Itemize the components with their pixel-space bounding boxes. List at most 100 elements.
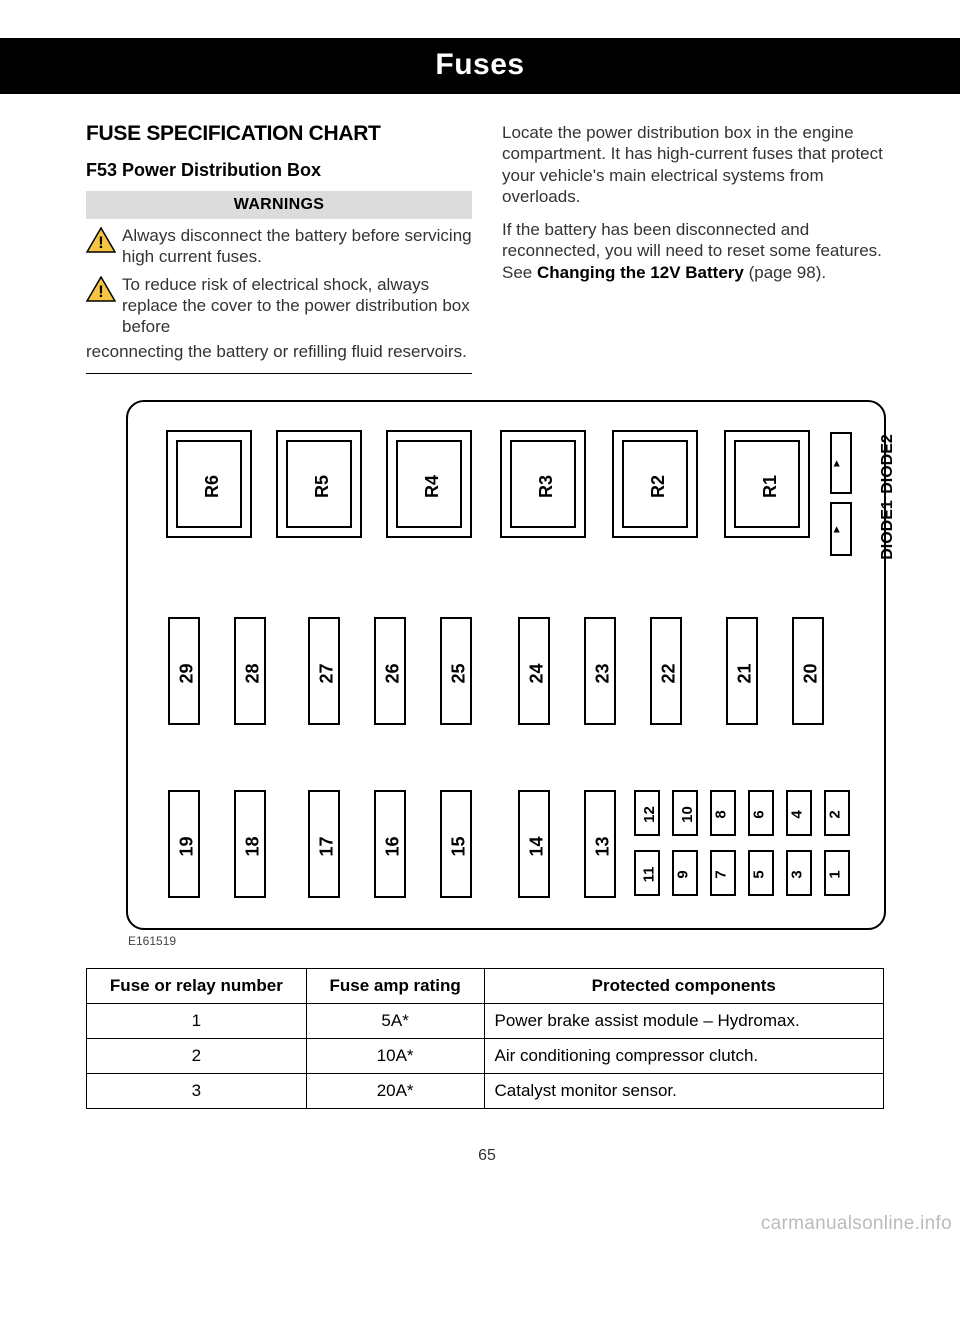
table-cell: Power brake assist module – Hydromax. xyxy=(484,1003,883,1038)
warning-item: ! To reduce risk of electrical shock, al… xyxy=(86,274,472,338)
fuse-label: 18 xyxy=(243,836,264,856)
content-area: FUSE SPECIFICATION CHART F53 Power Distr… xyxy=(0,94,960,1165)
mini-fuse-label: 9 xyxy=(675,870,692,878)
mini-fuse-label: 5 xyxy=(751,870,768,878)
mini-fuse-label: 10 xyxy=(679,806,696,823)
fuse-slot: 23 xyxy=(584,617,616,725)
fuse-slot: 20 xyxy=(792,617,824,725)
paragraph: Locate the power distribution box in the… xyxy=(502,122,888,207)
table-cell: Air conditioning compressor clutch. xyxy=(484,1038,883,1073)
table-header: Protected components xyxy=(484,968,883,1003)
fuse-slot: 16 xyxy=(374,790,406,898)
fuse-slot: 22 xyxy=(650,617,682,725)
mini-fuse-label: 4 xyxy=(789,810,806,818)
svg-text:!: ! xyxy=(98,282,104,301)
diode-label: DIODE2 xyxy=(879,434,897,494)
mini-fuse-slot: 4 xyxy=(786,790,812,836)
fuse-slot: 28 xyxy=(234,617,266,725)
sub-title: F53 Power Distribution Box xyxy=(86,160,472,181)
fuse-label: 28 xyxy=(243,663,264,683)
watermark: carmanualsonline.info xyxy=(0,1165,960,1243)
mini-fuse-label: 1 xyxy=(827,870,844,878)
mini-fuse-label: 12 xyxy=(641,806,658,823)
table-cell: 3 xyxy=(87,1073,307,1108)
fuse-label: 23 xyxy=(593,663,614,683)
left-column: FUSE SPECIFICATION CHART F53 Power Distr… xyxy=(86,122,472,378)
diode-label: DIODE1 xyxy=(879,500,897,560)
section-title: FUSE SPECIFICATION CHART xyxy=(86,122,472,146)
mini-fuse-slot: 1 xyxy=(824,850,850,896)
relay-label: R4 xyxy=(422,474,443,497)
fuse-label: 24 xyxy=(527,663,548,683)
fuse-label: 15 xyxy=(449,836,470,856)
warning-item: ! Always disconnect the battery before s… xyxy=(86,225,472,268)
fuse-spec-table: Fuse or relay numberFuse amp ratingProte… xyxy=(86,968,884,1109)
two-columns: FUSE SPECIFICATION CHART F53 Power Distr… xyxy=(86,122,888,378)
mini-fuse-slot: 9 xyxy=(672,850,698,896)
fuse-label: 29 xyxy=(177,663,198,683)
relay-label: R3 xyxy=(536,474,557,497)
fuse-label: 13 xyxy=(593,836,614,856)
table-row: 15A*Power brake assist module – Hydromax… xyxy=(87,1003,884,1038)
right-column: Locate the power distribution box in the… xyxy=(502,122,888,378)
warnings-box: WARNINGS ! Always disconnect the battery… xyxy=(86,191,472,374)
relay-label: R1 xyxy=(760,474,781,497)
mini-fuse-slot: 3 xyxy=(786,850,812,896)
fuse-label: 14 xyxy=(527,836,548,856)
warning-text: To reduce risk of electrical shock, alwa… xyxy=(122,274,472,338)
fuse-slot: 18 xyxy=(234,790,266,898)
relay-slot: R5 xyxy=(276,430,362,538)
table-header: Fuse or relay number xyxy=(87,968,307,1003)
mini-fuse-slot: 10 xyxy=(672,790,698,836)
warning-text-continuation: reconnecting the battery or refilling fl… xyxy=(86,341,472,362)
relay-label: R6 xyxy=(202,474,223,497)
chapter-band: Fuses xyxy=(0,38,960,94)
page: Fuses FUSE SPECIFICATION CHART F53 Power… xyxy=(0,38,960,1243)
fuse-label: 16 xyxy=(383,836,404,856)
mini-fuse-label: 2 xyxy=(827,810,844,818)
fusebox-diagram-wrap: R6R5R4R3R2R1▸DIODE1▸DIODE229282726252423… xyxy=(126,400,888,948)
fuse-slot: 17 xyxy=(308,790,340,898)
fuse-slot: 24 xyxy=(518,617,550,725)
diagram-code: E161519 xyxy=(128,934,888,948)
fuse-slot: 15 xyxy=(440,790,472,898)
table-cell: 5A* xyxy=(306,1003,484,1038)
fuse-slot: 25 xyxy=(440,617,472,725)
table-header: Fuse amp rating xyxy=(306,968,484,1003)
table-cell: 1 xyxy=(87,1003,307,1038)
relay-slot: R1 xyxy=(724,430,810,538)
page-number: 65 xyxy=(86,1147,888,1165)
mini-fuse-slot: 7 xyxy=(710,850,736,896)
fuse-slot: 14 xyxy=(518,790,550,898)
mini-fuse-slot: 8 xyxy=(710,790,736,836)
mini-fuse-label: 6 xyxy=(751,810,768,818)
mini-fuse-slot: 2 xyxy=(824,790,850,836)
relay-slot: R2 xyxy=(612,430,698,538)
table-cell: Catalyst monitor sensor. xyxy=(484,1073,883,1108)
fuse-slot: 13 xyxy=(584,790,616,898)
fuse-label: 26 xyxy=(383,663,404,683)
svg-text:!: ! xyxy=(98,233,104,252)
fuse-label: 27 xyxy=(317,663,338,683)
chapter-title: Fuses xyxy=(0,48,960,82)
fuse-label: 17 xyxy=(317,836,338,856)
table-row: 320A*Catalyst monitor sensor. xyxy=(87,1073,884,1108)
fuse-slot: 26 xyxy=(374,617,406,725)
table-cell: 10A* xyxy=(306,1038,484,1073)
relay-label: R5 xyxy=(312,474,333,497)
warning-text: Always disconnect the battery before ser… xyxy=(122,225,472,268)
table-row: 210A*Air conditioning compressor clutch. xyxy=(87,1038,884,1073)
fuse-label: 22 xyxy=(659,663,680,683)
paragraph: If the battery has been disconnected and… xyxy=(502,219,888,283)
fuse-slot: 29 xyxy=(168,617,200,725)
fuse-label: 20 xyxy=(801,663,822,683)
relay-label: R2 xyxy=(648,474,669,497)
mini-fuse-slot: 11 xyxy=(634,850,660,896)
fuse-slot: 19 xyxy=(168,790,200,898)
mini-fuse-label: 3 xyxy=(789,870,806,878)
relay-slot: R6 xyxy=(166,430,252,538)
mini-fuse-label: 11 xyxy=(640,866,657,882)
warning-triangle-icon: ! xyxy=(86,276,116,302)
fuse-slot: 27 xyxy=(308,617,340,725)
mini-fuse-slot: 12 xyxy=(634,790,660,836)
